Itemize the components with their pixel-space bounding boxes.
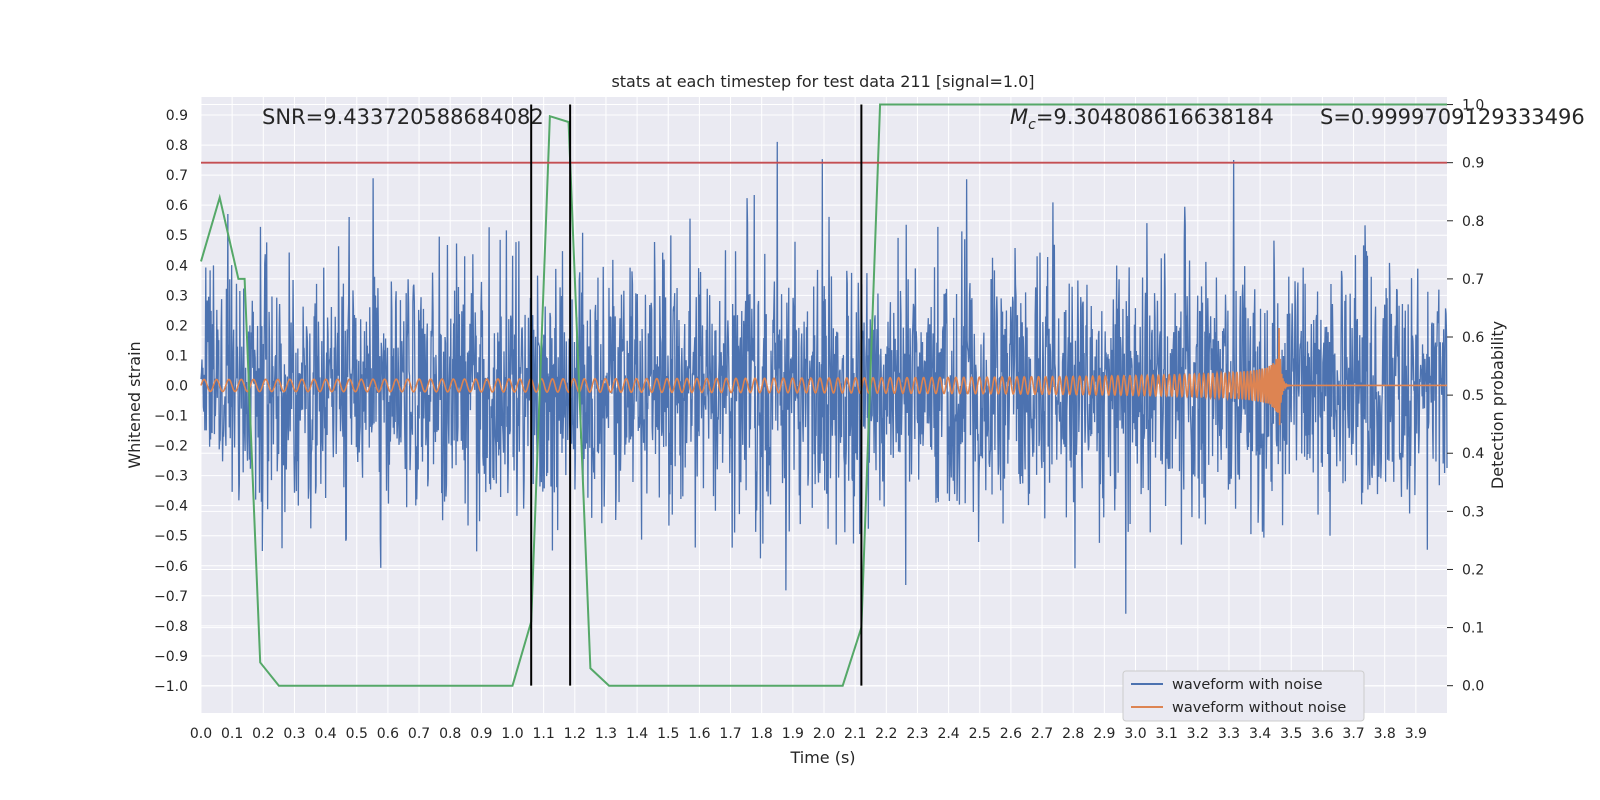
x-tick-label: 2.6 xyxy=(1000,726,1022,742)
y-left-tick-label: 0.5 xyxy=(166,228,188,244)
x-tick-label: 1.8 xyxy=(751,726,773,742)
y-right-tick-label: 0.5 xyxy=(1462,388,1484,404)
snr-annotation: SNR=9.433720588684082 xyxy=(262,105,544,129)
x-tick-labels: 0.0 0.1 0.2 0.3 0.4 0.5 0.6 0.7 0.8 0.9 1.0 1.1 1.2 1… xyxy=(190,726,1427,742)
x-tick-label: 3.9 xyxy=(1405,726,1427,742)
x-tick-label: 3.4 xyxy=(1249,726,1271,742)
y-right-tick-labels: 1.0 0.9 0.8 0.7 0.6 0.5 0.4 0.3 0.2 0.1 0.0 xyxy=(1447,98,1484,695)
x-tick-label: 2.0 xyxy=(813,726,835,742)
y-right-tick-label: 0.4 xyxy=(1462,446,1484,462)
y-axis-right-label: Detection probability xyxy=(1488,321,1507,489)
y-left-tick-label: −1.0 xyxy=(154,679,188,695)
y-left-tick-label: 0.9 xyxy=(166,108,188,124)
x-tick-label: 3.8 xyxy=(1374,726,1396,742)
y-left-tick-label: −0.8 xyxy=(154,619,188,635)
y-left-tick-labels: 0.9 0.8 0.7 0.6 0.5 0.4 0.3 0.2 0.1 0.0 −0.1 −0.2 −0… xyxy=(154,108,188,695)
legend-box xyxy=(1122,670,1365,722)
y-left-tick-label: 0.3 xyxy=(166,288,188,304)
y-right-tick-label: 0.0 xyxy=(1462,679,1484,695)
y-left-tick-label: −0.5 xyxy=(154,529,188,545)
y-right-tick-label: 0.8 xyxy=(1462,214,1484,230)
chirp-mass-annotation: Mc=9.304808616638184 xyxy=(1010,105,1274,133)
y-right-tick-label: 0.7 xyxy=(1462,272,1484,288)
x-tick-label: 1.4 xyxy=(626,726,648,742)
x-tick-label: 2.4 xyxy=(937,726,959,742)
x-tick-label: 2.2 xyxy=(875,726,897,742)
x-tick-label: 3.2 xyxy=(1187,726,1209,742)
x-tick-label: 0.5 xyxy=(346,726,368,742)
y-left-tick-label: 0.6 xyxy=(166,198,188,214)
x-tick-label: 0.1 xyxy=(221,726,243,742)
y-right-tick-label: 0.6 xyxy=(1462,330,1484,346)
series-detection-probability xyxy=(200,103,1447,687)
chirp-mass-symbol: M xyxy=(1010,105,1028,129)
x-tick-label: 3.6 xyxy=(1311,726,1333,742)
x-tick-label: 2.9 xyxy=(1093,726,1115,742)
legend-label-noise: waveform with noise xyxy=(1172,677,1323,693)
vertical-markers xyxy=(530,104,863,686)
x-tick-label: 0.8 xyxy=(439,726,461,742)
chart-title: stats at each timestep for test data 211… xyxy=(611,72,1034,91)
x-tick-label: 1.6 xyxy=(688,726,710,742)
x-tick-label: 0.9 xyxy=(470,726,492,742)
x-tick-label: 1.2 xyxy=(564,726,586,742)
y-left-tick-label: −0.4 xyxy=(154,499,188,515)
x-tick-label: 0.2 xyxy=(252,726,274,742)
legend: waveform with noise waveform without noi… xyxy=(1122,670,1365,722)
x-tick-label: 2.5 xyxy=(969,726,991,742)
y-left-tick-label: −0.6 xyxy=(154,559,188,575)
x-tick-label: 0.0 xyxy=(190,726,212,742)
x-tick-label: 1.3 xyxy=(595,726,617,742)
series-waveform-without-noise xyxy=(200,328,1447,426)
x-axis-label: Time (s) xyxy=(789,748,855,767)
y-right-tick-label: 1.0 xyxy=(1462,98,1484,114)
series-layer xyxy=(200,103,1448,687)
x-tick-label: 0.3 xyxy=(283,726,305,742)
y-left-tick-label: 0.0 xyxy=(166,378,188,394)
x-tick-label: 3.7 xyxy=(1342,726,1364,742)
y-right-tick-label: 0.3 xyxy=(1462,504,1484,520)
s-annotation: S=0.9999709129333496 xyxy=(1320,105,1585,129)
x-tick-label: 1.9 xyxy=(782,726,804,742)
y-left-tick-label: 0.8 xyxy=(166,138,188,154)
x-tick-label: 3.5 xyxy=(1280,726,1302,742)
y-left-tick-label: 0.7 xyxy=(166,168,188,184)
y-right-tick-label: 0.1 xyxy=(1462,621,1484,637)
x-tick-label: 3.1 xyxy=(1156,726,1178,742)
chirp-mass-value: =9.304808616638184 xyxy=(1036,105,1274,129)
y-left-tick-label: 0.1 xyxy=(166,348,188,364)
x-tick-label: 1.7 xyxy=(719,726,741,742)
x-tick-label: 0.7 xyxy=(408,726,430,742)
y-left-tick-label: −0.1 xyxy=(154,409,188,425)
y-left-tick-label: −0.9 xyxy=(154,649,188,665)
x-tick-label: 3.3 xyxy=(1218,726,1240,742)
x-tick-label: 2.7 xyxy=(1031,726,1053,742)
x-tick-label: 0.6 xyxy=(377,726,399,742)
y-left-tick-label: 0.2 xyxy=(166,318,188,334)
y-axis-left-label: Whitened strain xyxy=(125,341,144,468)
x-tick-label: 1.0 xyxy=(501,726,523,742)
y-right-tick-label: 0.2 xyxy=(1462,562,1484,578)
y-left-tick-label: −0.3 xyxy=(154,469,188,485)
x-tick-label: 1.5 xyxy=(657,726,679,742)
series-waveform-with-noise xyxy=(200,141,1448,614)
legend-label-clean: waveform without noise xyxy=(1172,700,1346,716)
x-tick-label: 2.3 xyxy=(906,726,928,742)
x-tick-label: 1.1 xyxy=(533,726,555,742)
x-tick-label: 0.4 xyxy=(314,726,336,742)
y-left-tick-label: −0.7 xyxy=(154,589,188,605)
y-left-tick-label: 0.4 xyxy=(166,258,188,274)
y-left-tick-label: −0.2 xyxy=(154,439,188,455)
x-tick-label: 3.0 xyxy=(1124,726,1146,742)
x-tick-label: 2.1 xyxy=(844,726,866,742)
y-right-tick-label: 0.9 xyxy=(1462,156,1484,172)
chirp-mass-subscript: c xyxy=(1028,117,1036,133)
x-tick-label: 2.8 xyxy=(1062,726,1084,742)
